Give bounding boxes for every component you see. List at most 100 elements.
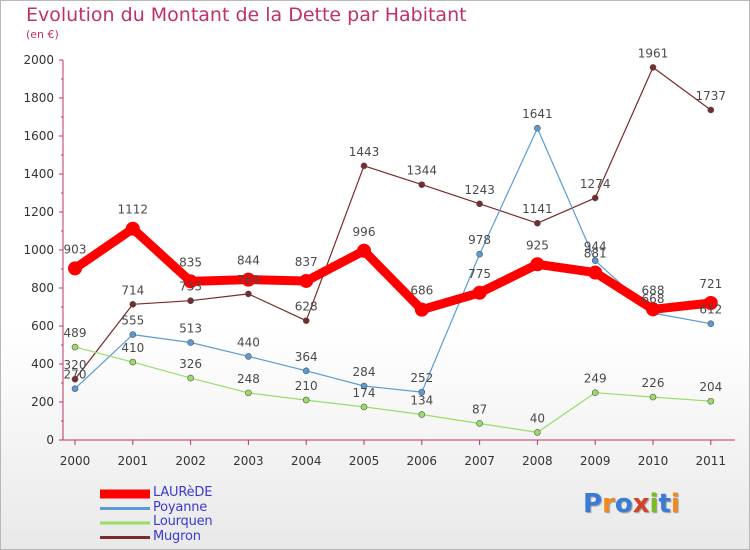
- logo-letter: r: [602, 489, 615, 519]
- data-label: 134: [410, 394, 433, 408]
- data-label: 903: [64, 242, 87, 256]
- legend-label: Lourquen: [153, 514, 213, 529]
- data-label: 489: [64, 326, 87, 340]
- data-point: [245, 290, 252, 298]
- x-tick-label: 2010: [638, 454, 669, 468]
- data-label: 1112: [118, 203, 149, 217]
- logo-letter: x: [632, 489, 650, 519]
- y-tick-label: 1200: [23, 205, 54, 219]
- logo-letter: o: [614, 489, 633, 519]
- data-label: 226: [642, 376, 665, 390]
- x-tick-label: 2007: [464, 454, 495, 468]
- data-point: [241, 272, 256, 287]
- data-point: [472, 285, 487, 300]
- data-label: 686: [410, 284, 433, 298]
- logo-letter: i: [670, 489, 680, 519]
- data-label: 733: [179, 280, 202, 294]
- data-point: [414, 302, 429, 317]
- data-label: 204: [699, 380, 722, 394]
- series-line-0: [70, 224, 716, 315]
- x-tick-label: 2004: [291, 454, 322, 468]
- data-label: 714: [121, 283, 144, 297]
- legend-label: Poyanne: [153, 499, 208, 515]
- data-point: [534, 219, 541, 227]
- data-label: 881: [584, 247, 607, 261]
- series-lines: [68, 64, 718, 436]
- data-point: [476, 250, 483, 258]
- value-labels: 903 1112 835 844 837 996 686 775 925 881 688 721 270…: [64, 46, 727, 425]
- series-line-2: [74, 346, 712, 433]
- data-point: [476, 200, 483, 208]
- data-label: 1961: [638, 46, 669, 60]
- data-point: [646, 302, 660, 317]
- y-tick-label: 1600: [23, 129, 54, 143]
- data-label: 249: [584, 372, 607, 386]
- data-point: [707, 106, 715, 114]
- data-label: 944: [584, 240, 607, 254]
- chart-subtitle: (en €): [26, 28, 59, 41]
- data-label: 837: [295, 255, 318, 269]
- data-point: [534, 429, 541, 436]
- y-tick-label: 400: [31, 357, 54, 371]
- data-label: 40: [530, 411, 545, 425]
- x-tick-label: 2005: [349, 454, 380, 468]
- data-point: [71, 385, 79, 393]
- data-label: 252: [410, 371, 433, 385]
- data-label: 174: [353, 386, 376, 400]
- data-point: [534, 124, 541, 132]
- x-tick-label: 2000: [60, 454, 91, 468]
- data-label: 1243: [464, 183, 495, 197]
- data-point: [703, 296, 718, 311]
- data-point: [476, 420, 483, 427]
- data-point: [707, 397, 715, 405]
- data-point: [187, 297, 194, 305]
- data-label: 320: [64, 358, 87, 372]
- data-label: 978: [468, 233, 491, 247]
- data-label: 326: [179, 357, 202, 371]
- data-point: [588, 265, 603, 280]
- data-point: [71, 375, 79, 383]
- data-point: [357, 243, 371, 258]
- data-point: [71, 343, 79, 351]
- data-label: 1737: [696, 89, 727, 103]
- data-label: 1443: [349, 145, 380, 159]
- data-point: [302, 367, 310, 375]
- x-tick-label: 2011: [696, 454, 727, 468]
- data-label: 410: [121, 341, 144, 355]
- data-label: 668: [642, 292, 665, 306]
- data-point: [591, 257, 599, 264]
- data-point: [299, 273, 314, 288]
- data-point: [418, 411, 426, 418]
- y-tick-label: 1000: [23, 243, 54, 257]
- data-label: 628: [295, 300, 318, 314]
- data-label: 775: [468, 267, 491, 281]
- data-point: [125, 221, 140, 236]
- data-label: 513: [179, 322, 202, 336]
- data-point: [302, 396, 310, 404]
- proxiti-logo: Proxiti: [583, 489, 680, 519]
- data-label: 688: [642, 283, 665, 297]
- data-point: [187, 339, 194, 346]
- data-point: [245, 389, 252, 397]
- data-label: 1641: [522, 107, 553, 121]
- data-point: [183, 274, 198, 289]
- data-point: [649, 393, 657, 401]
- series-line-3: [74, 66, 712, 380]
- y-tick-label: 800: [31, 281, 54, 295]
- data-point: [591, 389, 599, 396]
- y-tick-label: 1800: [23, 91, 54, 105]
- data-label: 87: [472, 402, 487, 416]
- logo-letter: i: [649, 489, 659, 519]
- data-label: 1141: [522, 202, 553, 216]
- data-point: [530, 257, 545, 272]
- data-point: [302, 317, 310, 324]
- y-tick-label: 200: [31, 395, 54, 409]
- data-point: [591, 194, 599, 202]
- data-label: 1274: [580, 177, 611, 191]
- data-label: 270: [64, 368, 87, 382]
- data-point: [418, 181, 426, 188]
- logo-letter: P: [583, 489, 603, 519]
- y-tick-label: 600: [31, 319, 54, 333]
